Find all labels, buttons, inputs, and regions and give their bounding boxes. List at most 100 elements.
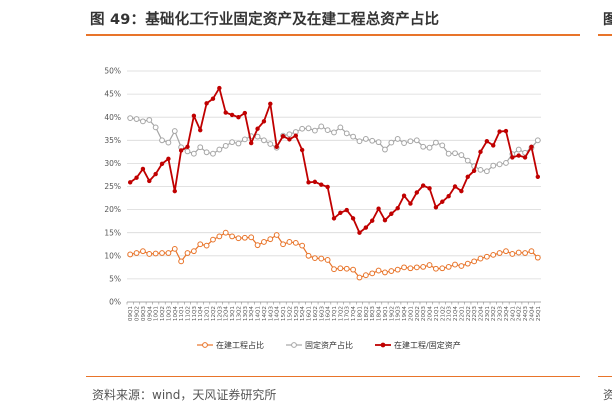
data-point — [503, 248, 509, 255]
data-point — [534, 137, 541, 144]
data-point — [362, 272, 369, 279]
data-point — [255, 126, 260, 131]
x-tick-label: 17Q1 — [332, 306, 338, 322]
x-tick-label: 22Q2 — [466, 306, 472, 321]
x-tick-label: 20Q1 — [408, 306, 414, 322]
data-point — [433, 139, 439, 146]
data-point — [344, 207, 349, 213]
data-point — [483, 168, 490, 175]
data-point — [146, 251, 153, 257]
x-tick-label: 20Q2 — [415, 306, 421, 321]
x-tick-label: 10Q3 — [166, 306, 172, 322]
figure-title: 图 49：基础化工行业固定资产及在建工程总资产占比 — [90, 12, 440, 28]
data-point — [306, 180, 311, 185]
x-tick-label: 12Q4 — [224, 306, 230, 322]
x-tick-label: 16Q3 — [319, 306, 325, 322]
data-point — [496, 250, 503, 256]
x-tick-label: 11Q3 — [192, 306, 198, 322]
data-point — [420, 183, 426, 188]
x-tick-label: 24Q4 — [529, 306, 535, 322]
data-point — [324, 127, 331, 134]
x-tick-label: 13Q4 — [249, 306, 255, 322]
x-tick-label: 15Q4 — [300, 306, 306, 322]
legend-swatch-marker — [380, 342, 386, 348]
data-point — [197, 241, 204, 248]
x-tick-label: 21Q4 — [453, 306, 459, 322]
y-tick-label: 50% — [104, 67, 121, 76]
data-point — [426, 262, 433, 268]
data-point — [254, 242, 261, 249]
data-point — [178, 148, 184, 153]
data-point — [331, 216, 337, 221]
data-point — [140, 248, 146, 255]
x-tick-label: 24Q3 — [523, 306, 529, 322]
x-tick-label: 23Q1 — [485, 306, 491, 322]
data-point — [477, 166, 484, 173]
data-point — [394, 136, 401, 142]
data-point — [356, 274, 363, 281]
data-point — [210, 96, 216, 101]
data-point — [439, 265, 446, 272]
data-point — [337, 124, 344, 131]
data-point — [311, 255, 318, 262]
data-point — [483, 253, 490, 260]
data-point — [222, 142, 229, 149]
data-point — [522, 250, 528, 256]
data-point — [433, 205, 439, 210]
data-point — [280, 241, 286, 248]
x-tick-label: 15Q3 — [294, 306, 300, 322]
data-point — [491, 143, 496, 148]
data-point — [311, 127, 318, 134]
data-point — [401, 264, 407, 271]
data-point — [515, 146, 522, 153]
data-point — [337, 265, 344, 272]
data-point — [171, 128, 178, 134]
data-point — [535, 174, 541, 179]
x-tick-label: 17Q3 — [345, 306, 351, 322]
x-tick-label: 22Q4 — [478, 306, 484, 322]
data-point — [171, 245, 178, 252]
data-point — [268, 101, 273, 107]
y-tick-label: 20% — [104, 205, 121, 214]
x-tick-label: 19Q3 — [396, 306, 402, 322]
data-point — [286, 239, 293, 245]
data-point — [216, 233, 223, 240]
x-tick-label: 15Q2 — [287, 306, 293, 321]
y-tick-label: 30% — [104, 159, 121, 168]
x-tick-label: 18Q3 — [370, 306, 376, 322]
data-point — [217, 85, 222, 91]
data-point — [382, 269, 388, 276]
data-point — [427, 186, 432, 191]
data-point — [388, 139, 395, 146]
x-tick-label: 12Q2 — [211, 306, 217, 321]
x-tick-label: 23Q2 — [491, 306, 497, 321]
data-point — [203, 149, 210, 156]
data-point — [445, 150, 452, 157]
gridlines — [127, 70, 541, 280]
axes: 0%5%10%15%20%25%30%35%40%45%50%09Q1 09Q2 0… — [104, 67, 541, 321]
legend: 在建工程占比 固定资产占比 在建工程/固定资产 — [197, 340, 461, 350]
data-point — [190, 150, 197, 157]
data-point — [299, 125, 306, 132]
data-point — [287, 137, 292, 142]
data-point — [229, 139, 235, 146]
data-point — [394, 266, 401, 273]
data-point — [191, 113, 197, 119]
x-tick-label: 21Q2 — [440, 306, 446, 321]
data-point — [127, 251, 134, 258]
data-point — [127, 180, 133, 185]
data-point — [210, 236, 216, 243]
footer-rule — [86, 376, 580, 377]
data-point — [286, 131, 293, 138]
data-point — [140, 118, 146, 125]
data-point — [261, 239, 267, 245]
data-point — [178, 258, 185, 265]
data-point — [293, 133, 298, 138]
data-point — [389, 211, 394, 216]
data-point — [496, 161, 503, 168]
data-point — [134, 175, 139, 180]
x-tick-label: 18Q4 — [377, 306, 383, 322]
data-point — [478, 149, 483, 155]
data-point — [325, 184, 330, 190]
x-tick-label: 10Q2 — [160, 306, 166, 321]
